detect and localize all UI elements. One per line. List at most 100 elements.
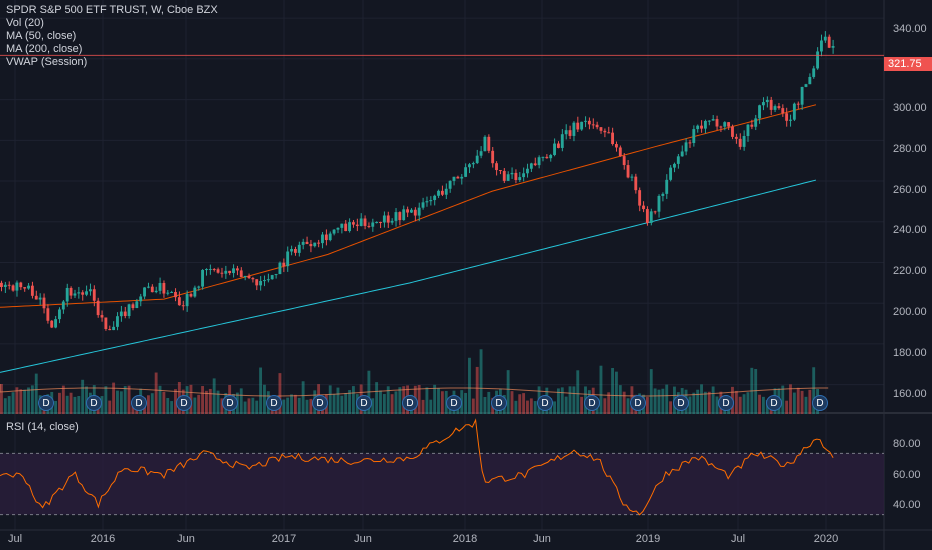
volume-bar <box>382 394 386 414</box>
candle-body <box>212 268 216 270</box>
price-tick-260: 260.00 <box>893 184 927 196</box>
volume-bar <box>560 387 564 414</box>
dividend-marker[interactable]: D <box>356 395 372 411</box>
volume-bar <box>394 391 398 414</box>
symbol-title[interactable]: SPDR S&P 500 ETF TRUST, W, Cboe BZX <box>6 4 218 16</box>
dividend-marker[interactable]: D <box>38 395 54 411</box>
dividend-marker[interactable]: D <box>630 395 646 411</box>
candle-body <box>491 150 495 164</box>
volume-bar <box>34 373 38 414</box>
candle-body <box>50 320 54 328</box>
dividend-marker[interactable]: D <box>673 395 689 411</box>
candle-body <box>170 291 174 293</box>
volume-bar <box>580 396 584 414</box>
volume-bar <box>657 389 661 414</box>
rsi-indicator-label[interactable]: RSI (14, close) <box>6 421 79 433</box>
volume-bar <box>390 394 394 414</box>
dividend-marker[interactable]: D <box>402 395 418 411</box>
candle-body <box>831 46 835 48</box>
candle-body <box>85 291 88 295</box>
vwap-indicator-label[interactable]: VWAP (Session) <box>6 56 88 68</box>
candle-body <box>150 286 154 293</box>
volume-bar <box>564 396 568 414</box>
candle-body <box>266 279 270 281</box>
dividend-marker[interactable]: D <box>766 395 782 411</box>
volume-bar <box>58 392 61 414</box>
dividend-marker[interactable]: D <box>446 395 462 411</box>
time-tick-2020: 2020 <box>813 533 839 545</box>
candle-body <box>560 134 564 148</box>
volume-bar <box>572 386 576 414</box>
volume-bar <box>305 399 309 414</box>
candle-body <box>761 102 765 106</box>
volume-bar <box>529 398 533 414</box>
volume-bar <box>54 400 58 414</box>
dividend-marker[interactable]: D <box>537 395 553 411</box>
volume-bar <box>293 394 297 414</box>
volume-bar <box>290 394 293 414</box>
candle-body <box>820 40 823 52</box>
candle-body <box>116 316 119 327</box>
volume-bar <box>255 400 259 414</box>
volume-bar <box>73 396 77 414</box>
volume-bar <box>800 390 804 414</box>
candle-body <box>804 84 808 87</box>
vol-indicator-label[interactable]: Vol (20) <box>6 17 44 29</box>
candle-body <box>30 285 34 296</box>
candle-body <box>324 234 328 241</box>
candle-body <box>297 244 301 253</box>
candle-body <box>541 156 545 158</box>
volume-bar <box>468 357 471 414</box>
candle-body <box>626 165 630 178</box>
volume-bar <box>618 385 622 414</box>
candle-body <box>657 195 661 212</box>
volume-bar <box>150 393 154 414</box>
candle-body <box>785 113 789 121</box>
dividend-marker[interactable]: D <box>222 395 238 411</box>
candle-body <box>127 304 131 317</box>
ma50-indicator-label[interactable]: MA (50, close) <box>6 30 77 42</box>
candle-body <box>61 301 65 310</box>
candle-body <box>259 281 263 286</box>
volume-bar <box>429 399 433 414</box>
candle-body <box>34 295 38 300</box>
dividend-marker[interactable]: D <box>718 395 734 411</box>
dividend-marker[interactable]: D <box>86 395 102 411</box>
volume-bar <box>437 388 440 414</box>
volume-bar <box>707 391 711 414</box>
dividend-marker[interactable]: D <box>491 395 507 411</box>
volume-bar <box>77 396 81 414</box>
ma200-indicator-label[interactable]: MA (200, close) <box>6 43 83 55</box>
dividend-marker[interactable]: D <box>131 395 147 411</box>
candle-body <box>444 188 448 195</box>
dividend-marker[interactable]: D <box>812 395 828 411</box>
volume-bar <box>669 401 673 414</box>
volume-bar <box>398 387 402 414</box>
candle-body <box>386 215 390 223</box>
dividend-marker[interactable]: D <box>584 395 600 411</box>
time-tick-jul: Jul <box>7 533 23 545</box>
ma50-line <box>0 104 817 308</box>
candle-body <box>692 129 696 144</box>
candle-body <box>661 193 665 196</box>
candle-body <box>328 233 332 241</box>
candle-body <box>410 209 413 213</box>
dividend-marker[interactable]: D <box>266 395 282 411</box>
dividend-marker[interactable]: D <box>312 395 328 411</box>
volume-bar <box>649 369 653 414</box>
last-price-tag: 321.75 <box>884 57 932 71</box>
candle-body <box>642 205 645 210</box>
candle-body <box>174 291 177 298</box>
candle-body <box>498 170 502 172</box>
volume-bar <box>796 387 800 414</box>
volume-bar <box>119 391 123 414</box>
candle-body <box>696 125 700 130</box>
candle-body <box>19 282 23 288</box>
candle-body <box>417 207 421 216</box>
candle-body <box>406 209 409 213</box>
candle-body <box>282 262 286 267</box>
candle-body <box>676 156 680 164</box>
dividend-marker[interactable]: D <box>176 395 192 411</box>
candle-body <box>96 300 100 316</box>
